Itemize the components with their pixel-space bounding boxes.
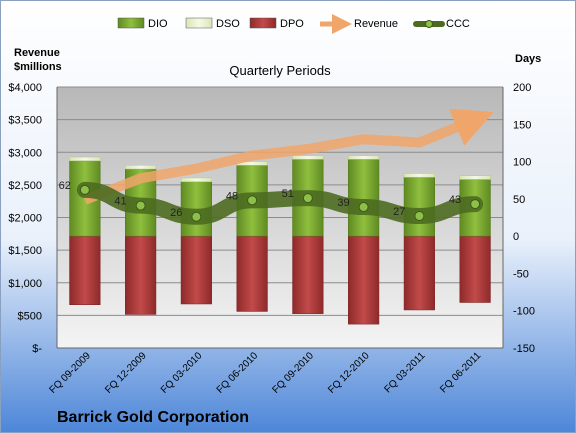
legend: DIO DSO DPO Revenue CCC [117, 14, 470, 34]
left-tick-label: $3,500 [8, 115, 42, 127]
right-tick-label: 200 [513, 82, 531, 94]
dio-bar [403, 176, 435, 237]
left-axis-title-line1: Revenue [14, 47, 60, 59]
ccc-data-label: 41 [114, 196, 126, 208]
company-name: Barrick Gold Corporation [57, 409, 249, 426]
dso-bar [403, 173, 435, 178]
dso-bar [292, 155, 324, 160]
left-axis-ticks: $- $500 $1,000 $1,500 $2,000 $2,500 $3,000 $3,5… [8, 82, 42, 355]
left-axis-title-line2: $millions [14, 61, 62, 73]
legend-swatch-dpo [249, 17, 277, 29]
legend-marker-ccc [425, 20, 433, 28]
right-tick-label: -150 [513, 343, 535, 355]
dpo-bar [125, 235, 157, 315]
left-tick-label: $3,000 [8, 147, 42, 159]
right-tick-label: 50 [513, 194, 525, 206]
dpo-bar [292, 235, 324, 314]
dso-bar [459, 175, 491, 180]
ccc-data-label: 48 [226, 190, 238, 202]
ccc-data-label: 62 [59, 180, 71, 192]
left-tick-label: $- [32, 343, 42, 355]
ccc-point [358, 202, 369, 213]
ccc-line [76, 181, 484, 225]
ccc-data-label: 43 [449, 194, 461, 206]
dio-bar [348, 159, 380, 237]
ccc-point [302, 193, 313, 204]
dpo-bar [459, 235, 491, 303]
dpo-bar [403, 235, 435, 311]
legend-label-revenue: Revenue [354, 18, 398, 30]
dso-bar [180, 177, 212, 182]
right-tick-label: 100 [513, 157, 531, 169]
ccc-data-labels: 62 41 26 48 51 39 27 43 [59, 180, 462, 219]
ccc-data-label: 39 [337, 197, 349, 209]
dpo-bar [180, 235, 212, 305]
ccc-point [414, 211, 425, 222]
left-tick-label: $2,500 [8, 180, 42, 192]
ccc-data-label: 26 [170, 207, 182, 219]
right-tick-label: -50 [513, 268, 529, 280]
right-tick-label: 150 [513, 119, 531, 131]
dso-bar [348, 155, 380, 160]
ccc-data-label: 51 [282, 188, 294, 200]
dso-bar [125, 165, 157, 170]
right-tick-label: -100 [513, 306, 535, 318]
left-tick-label: $500 [18, 310, 42, 322]
dpo-bar [69, 235, 101, 305]
dso-bar [69, 156, 101, 162]
right-axis-title: Days [515, 53, 541, 65]
chart-title: Quarterly Periods [229, 63, 331, 78]
ccc-point [79, 184, 90, 195]
ccc-series [76, 181, 484, 225]
legend-label-dso: DSO [216, 18, 240, 30]
revenue-series [83, 108, 494, 205]
dpo-bar [236, 235, 268, 312]
ccc-point [191, 211, 202, 222]
ccc-point [135, 200, 146, 211]
legend-label-dio: DIO [148, 18, 168, 30]
revenue-arrow-line [83, 108, 494, 205]
ccc-data-label: 27 [393, 206, 405, 218]
ccc-point [470, 199, 481, 210]
left-tick-label: $2,000 [8, 213, 42, 225]
right-tick-label: 0 [513, 231, 519, 243]
dpo-bar [348, 235, 380, 325]
right-axis-ticks: -150 -100 -50 0 50 100 150 200 [513, 82, 535, 355]
left-tick-label: $1,000 [8, 278, 42, 290]
legend-label-dpo: DPO [280, 18, 304, 30]
left-tick-label: $1,500 [8, 245, 42, 257]
ccc-point [247, 195, 258, 206]
left-tick-label: $4,000 [8, 82, 42, 94]
legend-swatch-dso [185, 17, 213, 29]
legend-swatch-dio [117, 17, 145, 29]
legend-label-ccc: CCC [446, 18, 470, 30]
